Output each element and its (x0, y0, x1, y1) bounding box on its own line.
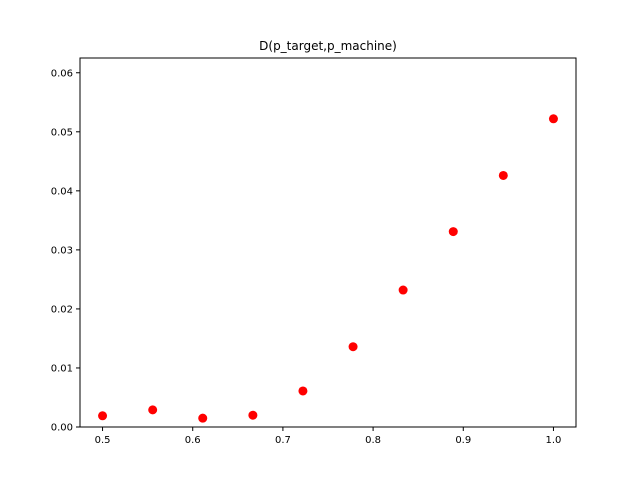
data-point (548, 114, 558, 124)
y-tick-label: 0.01 (51, 363, 73, 374)
x-tick-label: 0.6 (185, 435, 201, 446)
data-point (498, 170, 508, 180)
data-point (398, 285, 408, 295)
data-point (148, 405, 158, 415)
y-tick-label: 0.05 (51, 127, 73, 138)
plot-frame (79, 57, 577, 428)
x-tick-label: 0.7 (275, 435, 291, 446)
x-axis: 0.5 0.6 0.7 0.8 0.9 1.0 (95, 427, 562, 446)
data-point (298, 386, 308, 396)
x-tick-label: 0.8 (365, 435, 381, 446)
x-tick-label: 0.9 (455, 435, 471, 446)
data-point (348, 342, 358, 352)
y-axis: 0.00 0.01 0.02 0.03 0.04 0.05 0.06 (51, 68, 80, 434)
data-points (98, 114, 558, 423)
y-tick-label: 0.04 (51, 186, 73, 197)
x-tick-label: 0.5 (95, 435, 111, 446)
x-tick-label: 1.0 (546, 435, 562, 446)
data-point (448, 227, 458, 237)
data-point (198, 413, 208, 423)
plot-area (80, 58, 576, 427)
y-tick-label: 0.03 (51, 245, 73, 256)
data-point (98, 411, 108, 421)
chart-title: D(p_target,p_machine) (259, 39, 397, 53)
y-tick-label: 0.02 (51, 304, 73, 315)
y-tick-label: 0.00 (51, 423, 73, 434)
y-tick-label: 0.06 (51, 68, 73, 79)
data-point (248, 410, 258, 420)
